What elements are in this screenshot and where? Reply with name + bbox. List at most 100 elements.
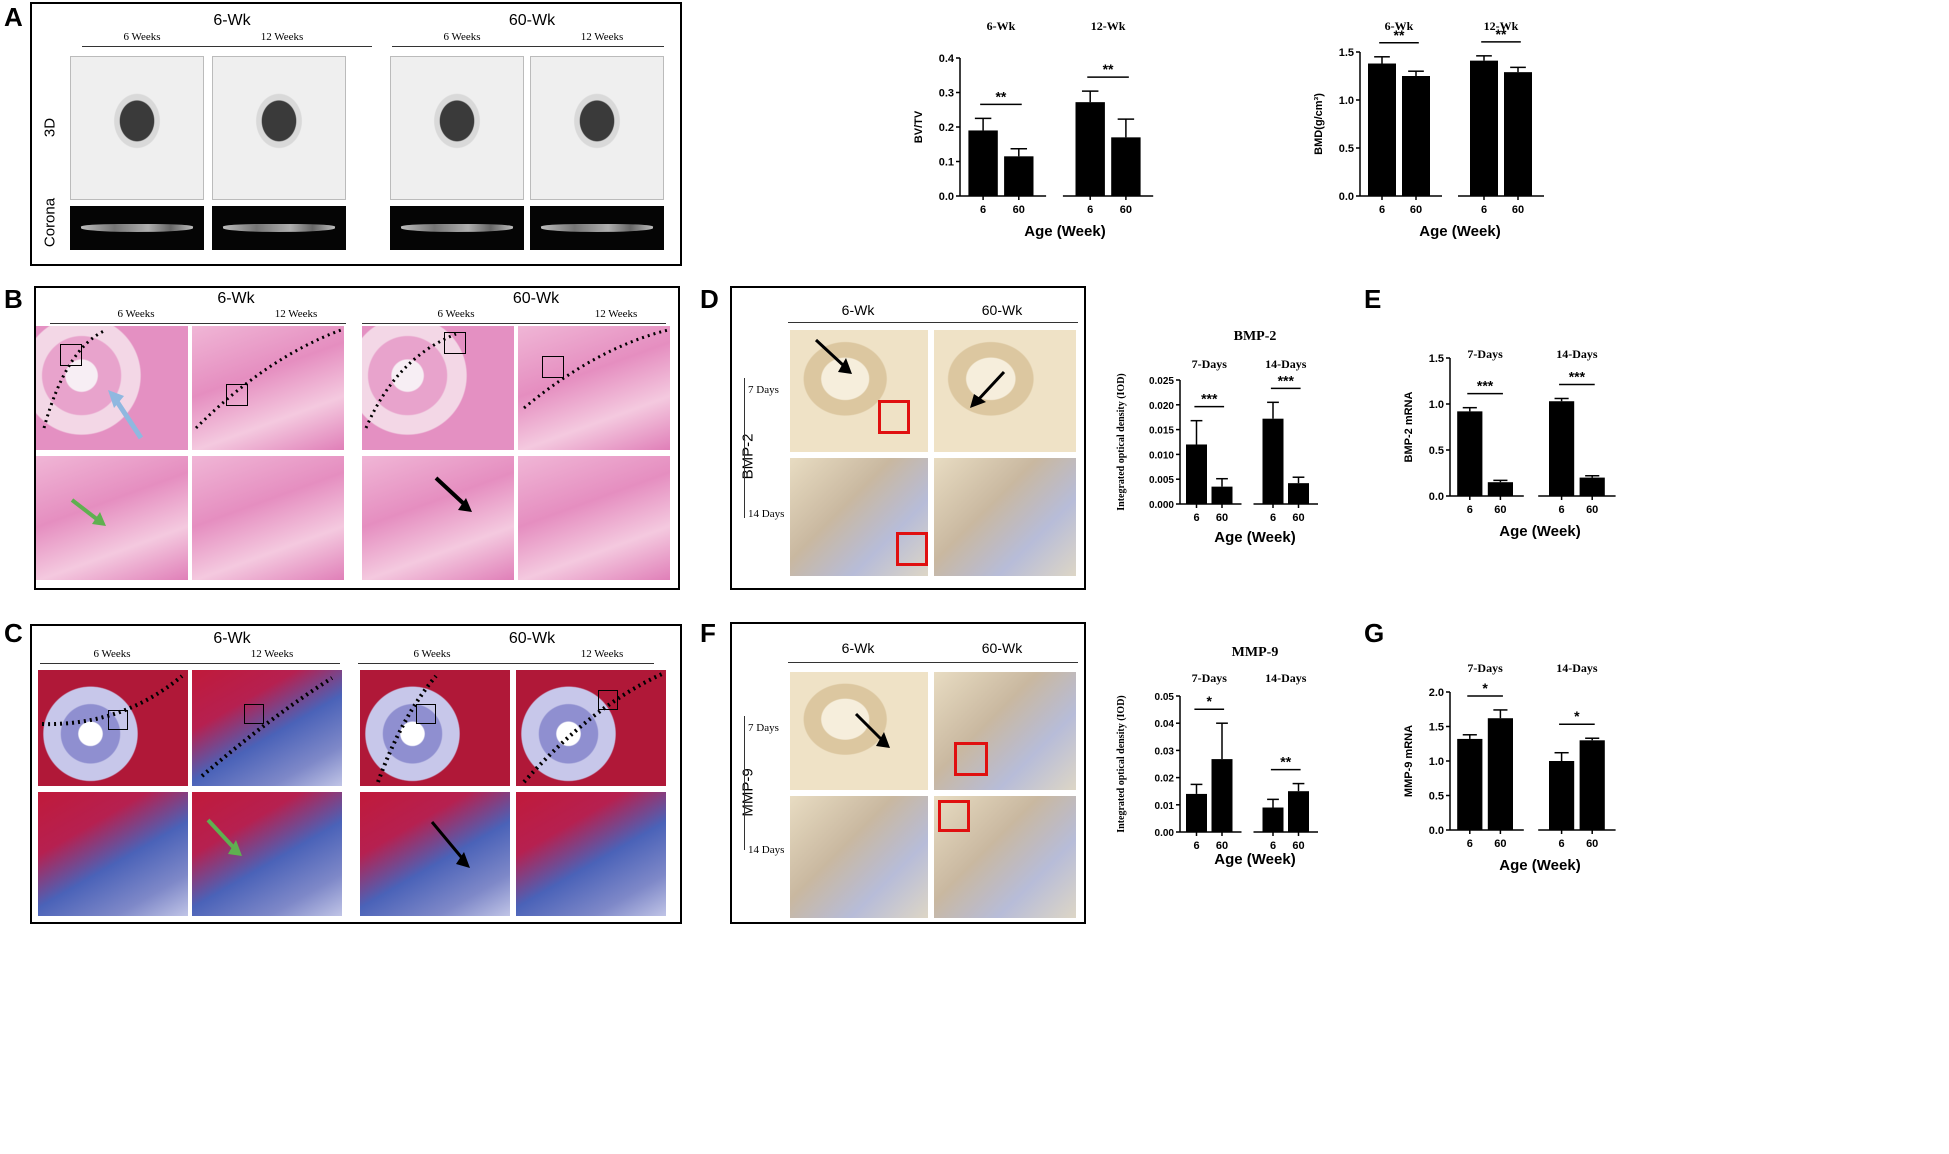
roi-box	[598, 690, 618, 710]
chart-bmp2-mrna: 7-Days 14-Days 0.0 0.5 1.0 1.5 BMP-2 mRNA 6 60 6 6…	[1403, 347, 1616, 540]
divider-line	[358, 663, 654, 664]
panel-c-frame: 6-Wk 60-Wk 6 Weeks 12 Weeks 6 Weeks 12 W…	[30, 624, 682, 924]
panel-letter-c: C	[4, 618, 23, 648]
bar	[1487, 482, 1513, 496]
group-label: 7-Days	[1467, 661, 1503, 675]
y-axis-label: BV/TV	[913, 110, 925, 143]
group-label: 6-Wk	[1385, 19, 1414, 33]
panel-f-frame: 6-Wk 60-Wk MMP-9 7 Days 14 Days	[730, 622, 1086, 924]
y-tick-label: 0.02	[1155, 774, 1175, 785]
x-tick-label: 60	[1216, 512, 1228, 524]
micro-ct-corona-image	[70, 206, 204, 250]
bar	[1211, 486, 1233, 504]
y-tick-label: 0.03	[1155, 746, 1175, 757]
masson-stain-image	[38, 670, 188, 786]
time-label-7days: 7 Days	[748, 384, 779, 396]
panel-letter-d: D	[700, 284, 719, 314]
divider-line	[362, 323, 666, 324]
significance-marker: **	[1496, 26, 1507, 42]
bar	[968, 130, 998, 196]
panel-letter-e: E	[1364, 284, 1382, 314]
group-label: 14-Days	[1556, 347, 1598, 361]
bar	[1262, 418, 1284, 504]
masson-stain-zoom-image	[192, 792, 342, 916]
y-tick-label: 1.5	[1429, 353, 1444, 365]
ihc-mmp9-image	[934, 672, 1076, 790]
panel-letter-f: F	[700, 618, 716, 648]
significance-marker: ***	[1278, 372, 1295, 388]
bar	[1549, 401, 1575, 496]
roi-box	[542, 356, 564, 378]
significance-marker: **	[995, 88, 1006, 104]
panel-letter-g: G	[1364, 618, 1385, 648]
divider-line	[82, 46, 372, 47]
time-label-14days: 14 Days	[748, 844, 785, 856]
sub-title: 6 Weeks	[93, 648, 131, 660]
group-title-6wk: 6-Wk	[841, 640, 875, 656]
y-tick-label: 0.0	[1339, 191, 1354, 203]
x-axis-label: Age (Week)	[1214, 529, 1295, 546]
he-stain-image	[362, 326, 514, 450]
y-axis-label: BMP-2 mRNA	[1403, 392, 1415, 463]
sub-title: 12 Weeks	[580, 31, 624, 43]
bar	[1111, 137, 1141, 196]
group-label: 7-Days	[1192, 671, 1228, 685]
x-tick-label: 6	[1559, 838, 1565, 850]
roi-box-red	[896, 532, 928, 566]
y-tick-label: 0.010	[1149, 450, 1174, 461]
he-stain-zoom-image	[518, 456, 670, 580]
x-tick-label: 60	[1216, 840, 1228, 852]
sub-title: 12 Weeks	[250, 648, 294, 660]
y-tick-label: 0.2	[939, 122, 954, 134]
group-label: 6-Wk	[987, 19, 1016, 33]
y-tick-label: 0.020	[1149, 401, 1174, 412]
bracket-line	[744, 716, 745, 850]
panel-a-frame: 6-Wk 60-Wk 6 Weeks 12 Weeks 6 Weeks 12 W…	[30, 2, 682, 266]
sub-title: 6 Weeks	[437, 308, 475, 320]
y-tick-label: 0.5	[1339, 143, 1354, 155]
x-tick-label: 6	[1467, 838, 1473, 850]
bar	[1368, 63, 1396, 196]
y-tick-label: 0.025	[1149, 376, 1174, 387]
ihc-bmp2-image	[934, 330, 1076, 452]
significance-marker: ***	[1201, 391, 1218, 407]
micro-ct-3d-image	[70, 56, 204, 200]
ihc-mmp9-image	[790, 672, 928, 790]
group-label: 7-Days	[1192, 357, 1228, 371]
x-tick-label: 60	[1292, 840, 1304, 852]
annotation-arrows	[41, 672, 663, 868]
bar	[1579, 740, 1605, 830]
x-tick-label: 6	[1193, 840, 1199, 852]
bar	[1579, 477, 1605, 496]
group-title-60wk: 60-Wk	[981, 302, 1023, 318]
x-tick-label: 60	[1410, 204, 1422, 216]
time-label-14days: 14 Days	[748, 508, 785, 520]
y-tick-label: 0.00	[1155, 828, 1175, 839]
sub-title: 6 Weeks	[123, 31, 161, 43]
masson-stain-zoom-image	[360, 792, 510, 916]
y-tick-label: 0.0	[1429, 825, 1444, 837]
y-tick-label: 0.5	[1429, 445, 1444, 457]
y-tick-label: 0.04	[1155, 719, 1175, 730]
roi-box	[108, 710, 128, 730]
panel-b-frame: 6-Wk 60-Wk 6 Weeks 12 Weeks 6 Weeks 12 W…	[34, 286, 680, 590]
y-tick-label: 1.0	[1339, 95, 1354, 107]
x-tick-label: 60	[1013, 204, 1025, 216]
y-tick-label: 0.1	[939, 157, 954, 169]
x-tick-label: 6	[980, 204, 986, 216]
he-stain-image	[36, 326, 188, 450]
x-tick-label: 6	[1087, 204, 1093, 216]
ihc-bmp2-image	[790, 458, 928, 576]
masson-stain-image	[360, 670, 510, 786]
significance-marker: *	[1207, 693, 1213, 709]
x-tick-label: 60	[1586, 838, 1598, 850]
y-tick-label: 1.5	[1339, 47, 1354, 59]
annotation-arrows	[42, 328, 669, 526]
bar	[1211, 759, 1233, 832]
micro-ct-corona-image	[530, 206, 664, 250]
y-tick-label: 0.0	[1429, 491, 1444, 503]
divider-line	[50, 323, 346, 324]
group-title-6wk: 6-Wk	[217, 290, 255, 307]
significance-marker: **	[1394, 27, 1405, 43]
sub-title: 12 Weeks	[594, 308, 638, 320]
